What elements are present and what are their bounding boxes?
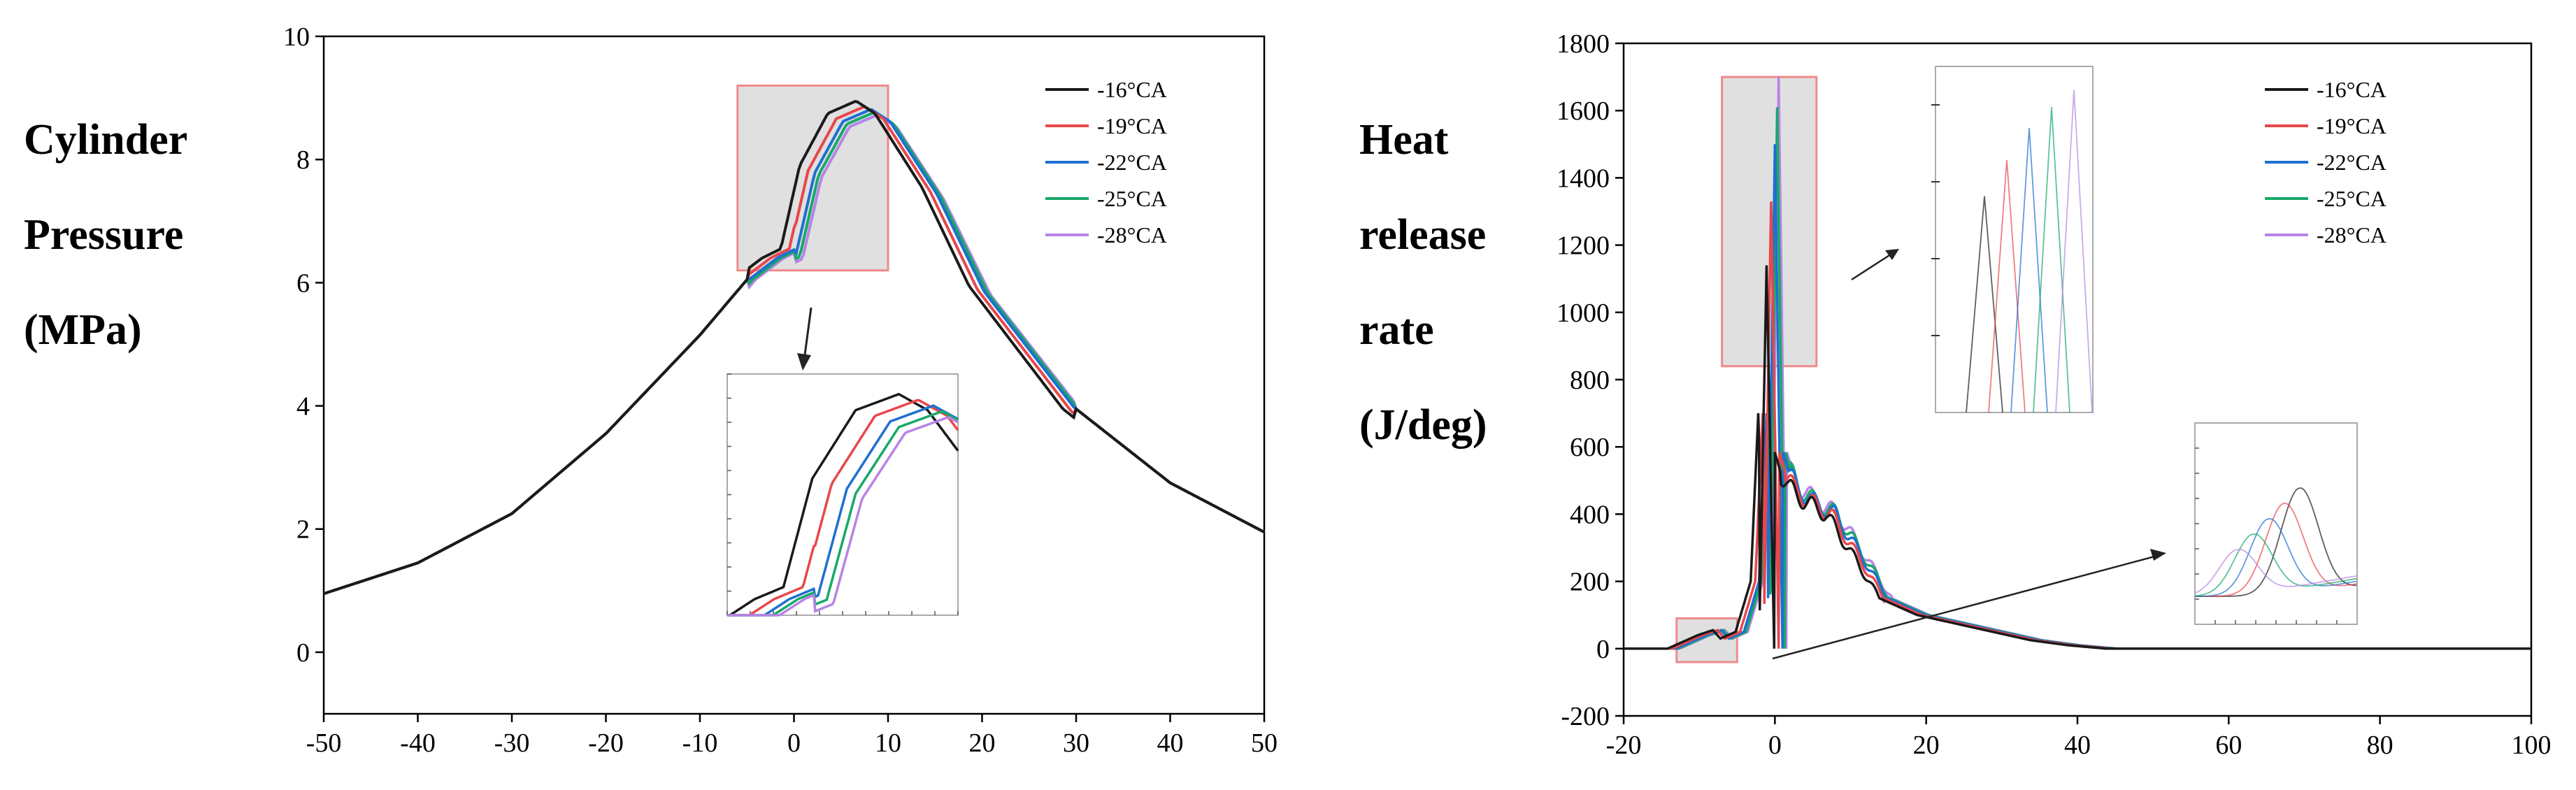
pressure-xtick-label: 30 <box>1063 728 1089 758</box>
heat-ytick-label: 1400 <box>1557 164 1610 193</box>
right-ylabel-line-1: Heat <box>1359 116 1449 164</box>
heat-peak-inset <box>1931 66 2094 413</box>
pressure-legend-label: -19°CA <box>1097 113 1167 138</box>
pressure-inset <box>727 373 959 617</box>
heat-ytick-label: 1800 <box>1557 29 1610 59</box>
heat-xtick-label: 0 <box>1768 731 1782 760</box>
pressure-inset-arrow <box>803 307 813 361</box>
pressure-legend-label: -28°CA <box>1097 222 1167 247</box>
pressure-xtick-label: 0 <box>787 728 801 758</box>
pressure-inset-series-line <box>727 392 959 617</box>
pressure-xtick-label: 20 <box>969 728 996 758</box>
heat-early-inset-arrow <box>1772 554 2158 660</box>
heat-peak-inset-series-line <box>1988 159 2026 413</box>
pressure-xtick-label: -40 <box>400 728 436 758</box>
heat-xtick-label: -20 <box>1606 731 1642 760</box>
left-y-axis-label: Cylinder Pressure (MPa) <box>24 92 187 378</box>
pressure-xtick-label: 10 <box>875 728 901 758</box>
heat-early-inset-series-line <box>2194 518 2357 597</box>
heat-early-inset <box>2194 422 2358 625</box>
pressure-ytick-label: 0 <box>296 638 310 668</box>
heat-ytick-label: -200 <box>1561 702 1610 731</box>
pressure-ytick-label: 8 <box>296 145 310 175</box>
heat-legend-label: -28°CA <box>2317 222 2387 247</box>
heat-legend-label: -25°CA <box>2317 186 2387 211</box>
pressure-xtick-label: 50 <box>1251 728 1278 758</box>
pressure-inset-arrowhead <box>797 353 811 371</box>
pressure-xtick-label: -50 <box>306 728 342 758</box>
heat-ytick-label: 0 <box>1596 635 1610 664</box>
right-ylabel-line-2: release <box>1359 211 1487 259</box>
heat-legend-label: -22°CA <box>2317 150 2387 175</box>
heat-early-inset-series-line <box>2194 548 2357 594</box>
heat-xtick-label: 40 <box>2064 731 2091 760</box>
heat-ytick-label: 1000 <box>1557 299 1610 328</box>
heat-xtick-label: 60 <box>2215 731 2242 760</box>
heat-ytick-label: 1200 <box>1557 231 1610 261</box>
pressure-ytick-label: 2 <box>296 515 310 545</box>
pressure-legend-label: -16°CA <box>1097 77 1167 102</box>
heat-xtick-label: 80 <box>2367 731 2393 760</box>
pressure-legend-label: -22°CA <box>1097 150 1167 175</box>
heat-peak-inset-series-line <box>2010 127 2048 413</box>
pressure-inset-series-line <box>727 398 959 617</box>
pressure-ytick-label: 10 <box>283 22 310 52</box>
heat-ytick-label: 800 <box>1570 366 1610 395</box>
heat-ytick-label: 1600 <box>1557 96 1610 126</box>
heat-early-inset-series-line <box>2194 533 2357 597</box>
pressure-xtick-label: -10 <box>682 728 718 758</box>
heat-legend: -16°CA -19°CA -22°CA -25°CA -28°CA <box>2265 77 2387 247</box>
pressure-xtick-label: -20 <box>588 728 624 758</box>
pressure-legend-label: -25°CA <box>1097 186 1167 211</box>
left-ylabel-line-1: Cylinder <box>24 116 188 164</box>
heat-ytick-label: 600 <box>1570 433 1610 462</box>
pressure-series-line <box>323 100 1265 596</box>
heat-peak-inset-arrowhead <box>1885 249 1899 260</box>
pressure-xtick-label: -30 <box>494 728 530 758</box>
pressure-ytick-label: 6 <box>296 268 310 298</box>
right-ylabel-line-4: (J/deg) <box>1359 401 1487 449</box>
heat-series-line <box>1624 265 2531 650</box>
pressure-inset-series-line <box>727 416 959 617</box>
heat-peak-inset-series-line <box>1966 196 2003 413</box>
heat-ytick-label: 200 <box>1570 568 1610 597</box>
pressure-legend: -16°CA -19°CA -22°CA -25°CA -28°CA <box>1045 77 1167 247</box>
heat-legend-label: -19°CA <box>2317 113 2387 138</box>
heat-peak-inset-arrow <box>1851 250 1896 281</box>
heat-early-inset-arrowhead <box>2150 549 2166 561</box>
heat-axes: -20 0 20 40 60 80 100-200020040060080010001200… <box>1557 29 2552 760</box>
right-y-axis-label: Heat release rate (J/deg) <box>1359 92 1487 473</box>
heat-xtick-label: 100 <box>2512 731 2552 760</box>
pressure-axes: -50 -40 -30 -20 -10 0 10 20 30 40 50 0 2 4 6 8 10 <box>283 22 1278 758</box>
heat-xtick-label: 20 <box>1913 731 1940 760</box>
left-ylabel-line-3: (MPa) <box>24 306 142 354</box>
heat-ytick-label: 400 <box>1570 500 1610 529</box>
pressure-ytick-label: 4 <box>296 392 310 422</box>
heat-legend-label: -16°CA <box>2317 77 2387 102</box>
right-ylabel-line-3: rate <box>1359 306 1434 354</box>
heat-peak-inset-series-line <box>2033 106 2070 413</box>
left-ylabel-line-2: Pressure <box>24 211 184 259</box>
pressure-xtick-label: 40 <box>1157 728 1184 758</box>
heat-peak-inset-series-line <box>2055 89 2093 413</box>
